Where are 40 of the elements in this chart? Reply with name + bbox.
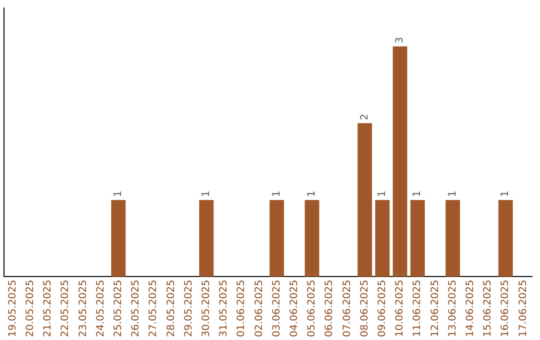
- data-label: 1: [112, 190, 124, 197]
- x-tick-label: 17.06.2025: [518, 280, 529, 338]
- x-tick-label: 20.05.2025: [24, 280, 36, 338]
- data-label: 1: [271, 190, 282, 197]
- data-label: 1: [200, 190, 212, 197]
- data-label: 1: [376, 190, 388, 197]
- x-tick-label: 10.06.2025: [394, 280, 406, 338]
- x-tick-label: 27.05.2025: [148, 280, 160, 338]
- x-tick-label: 11.06.2025: [412, 280, 424, 338]
- data-label: 1: [447, 190, 458, 197]
- x-tick-label: 02.06.2025: [254, 280, 265, 338]
- x-tick-label: 14.06.2025: [464, 280, 476, 338]
- x-tick-label: 06.06.2025: [324, 280, 336, 338]
- x-tick-label: 25.05.2025: [112, 280, 124, 338]
- data-label: 2: [359, 114, 370, 120]
- data-label: 1: [500, 190, 512, 197]
- x-tick-label: 04.06.2025: [288, 280, 300, 338]
- x-tick-label: 05.06.2025: [306, 280, 318, 338]
- x-tick-label: 15.06.2025: [482, 280, 494, 338]
- x-tick-label: 21.05.2025: [42, 280, 54, 338]
- x-tick-label: 12.06.2025: [430, 280, 441, 338]
- x-tick-label: 30.05.2025: [200, 280, 212, 338]
- data-label: 3: [394, 37, 406, 44]
- x-tick-label: 13.06.2025: [447, 280, 458, 338]
- x-tick-label: 16.06.2025: [500, 280, 512, 338]
- data-label: 1: [306, 190, 318, 197]
- x-tick-label: 23.05.2025: [78, 280, 89, 338]
- x-tick-label: 29.05.2025: [183, 280, 194, 338]
- x-tick-label: 31.05.2025: [218, 280, 230, 338]
- data-label: 1: [412, 190, 424, 197]
- x-tick-label: 19.05.2025: [7, 280, 18, 338]
- x-tick-label: 08.06.2025: [359, 280, 370, 338]
- x-tick-label: 28.05.2025: [166, 280, 177, 338]
- x-tick-label: 03.06.2025: [271, 280, 282, 338]
- x-tick-label: 26.05.2025: [130, 280, 142, 338]
- x-tick-label: 22.05.2025: [60, 280, 72, 338]
- x-tick-label: 01.06.2025: [236, 280, 248, 338]
- x-tick-label: 09.06.2025: [376, 280, 388, 338]
- x-tick-label: 07.06.2025: [342, 280, 353, 338]
- x-tick-label: 24.05.2025: [95, 280, 106, 338]
